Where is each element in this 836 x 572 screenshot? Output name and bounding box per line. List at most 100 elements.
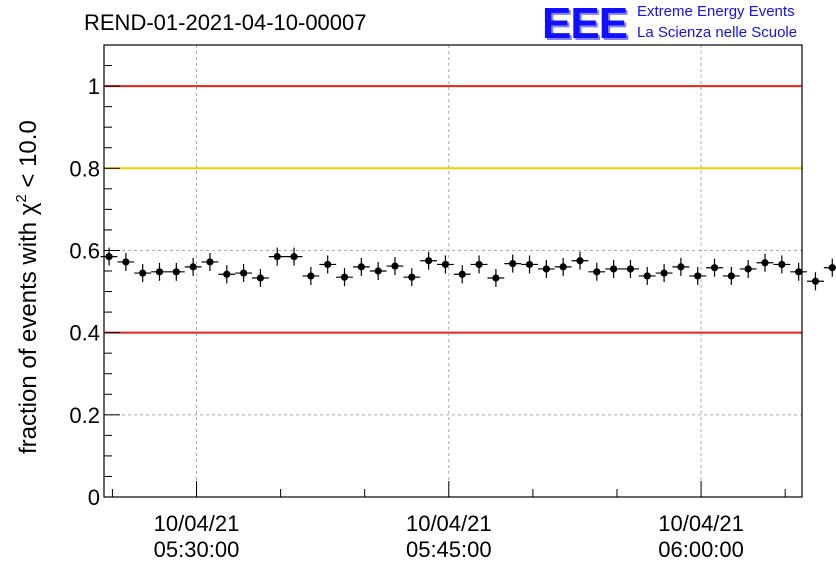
point-marker	[307, 272, 315, 280]
data-point	[622, 259, 639, 278]
data-point	[571, 251, 589, 270]
data-point	[336, 268, 353, 287]
reference-lines	[104, 85, 802, 334]
data-point	[739, 259, 757, 278]
point-marker	[425, 257, 433, 265]
data-point	[184, 257, 202, 276]
data-point	[605, 259, 623, 278]
point-marker	[189, 263, 197, 271]
y-tick-label: 0.6	[69, 238, 100, 263]
data-point	[470, 255, 488, 274]
data-point	[151, 262, 168, 281]
data-point	[437, 255, 454, 274]
point-marker	[324, 260, 332, 269]
logo-text-line1: Extreme Energy Events	[637, 3, 795, 20]
point-marker	[542, 265, 550, 273]
point-marker	[509, 260, 517, 268]
x-tick-time: 05:45:00	[406, 537, 492, 562]
data-point	[554, 257, 572, 276]
point-marker	[525, 260, 534, 269]
logo-text-line2: La Scienza nelle Scuole	[637, 24, 798, 41]
data-point	[252, 268, 269, 287]
point-marker	[105, 253, 113, 261]
data-point	[504, 254, 522, 273]
point-marker	[610, 265, 618, 273]
y-axis-label-tail: < 10.0	[15, 120, 42, 194]
y-tick-label: 0.2	[69, 403, 100, 428]
point-marker	[761, 259, 769, 267]
point-marker	[240, 269, 248, 277]
data-point	[386, 257, 404, 276]
point-marker	[576, 257, 584, 265]
point-marker	[677, 263, 685, 271]
data-point	[638, 266, 656, 285]
x-axis: 10/04/2105:30:0010/04/2105:45:0010/04/21…	[111, 481, 786, 562]
y-axis-label-exponent: 2	[13, 194, 30, 202]
point-marker	[139, 269, 147, 277]
data-point	[521, 255, 538, 274]
point-marker	[744, 265, 752, 273]
point-marker	[559, 263, 567, 271]
data-point	[823, 258, 836, 277]
y-axis-label-main: fraction of events with	[15, 215, 42, 454]
point-marker	[155, 268, 164, 276]
data-point	[369, 262, 387, 280]
y-tick-label: 0	[88, 485, 100, 510]
data-point	[689, 266, 707, 285]
data-point	[235, 264, 253, 283]
point-marker	[172, 268, 180, 276]
point-marker	[727, 272, 735, 280]
y-axis-label-symbol: χ	[15, 202, 42, 215]
point-marker	[122, 258, 130, 266]
point-marker	[458, 270, 466, 278]
data-point	[201, 252, 219, 271]
point-marker	[256, 274, 265, 282]
data-point	[773, 255, 791, 274]
point-marker	[795, 268, 803, 276]
point-marker	[340, 273, 349, 281]
data-point	[588, 262, 606, 281]
point-marker	[593, 268, 601, 276]
point-marker	[391, 262, 399, 270]
data-point	[167, 262, 185, 281]
point-marker	[223, 270, 231, 278]
data-point	[722, 266, 740, 285]
data-point	[790, 262, 808, 281]
data-point	[807, 272, 824, 291]
y-axis-label: fraction of events with χ2 < 10.0	[13, 120, 42, 454]
y-tick-label: 0.4	[69, 321, 100, 346]
point-marker	[626, 265, 635, 273]
point-marker	[694, 272, 702, 280]
data-point	[706, 258, 723, 277]
data-point	[352, 257, 370, 276]
point-marker	[778, 260, 786, 269]
point-marker	[290, 253, 298, 261]
point-marker	[828, 264, 836, 272]
data-point	[302, 266, 320, 285]
point-marker	[710, 264, 719, 272]
x-tick-time: 06:00:00	[658, 537, 744, 562]
data-point	[672, 257, 690, 276]
point-marker	[374, 267, 382, 275]
data-point	[487, 268, 505, 287]
point-marker	[811, 277, 820, 285]
y-axis: 0 0.2 0.4 0.6 0.8 1	[69, 65, 120, 510]
x-tick-time: 05:30:00	[154, 537, 240, 562]
x-tick-date: 10/04/21	[154, 511, 240, 536]
point-marker	[206, 258, 214, 266]
chart-title: REND-01-2021-04-10-00007	[84, 10, 367, 35]
data-point	[218, 265, 236, 284]
data-point	[403, 268, 421, 287]
point-marker	[492, 274, 500, 282]
point-marker	[660, 269, 668, 277]
data-point	[134, 264, 152, 283]
data-points	[100, 247, 836, 291]
data-point	[268, 247, 286, 266]
data-point	[453, 265, 471, 284]
data-point	[756, 253, 774, 272]
y-tick-label: 0.8	[69, 156, 100, 181]
point-marker	[273, 253, 281, 261]
point-marker	[475, 260, 483, 269]
point-marker	[408, 273, 416, 281]
